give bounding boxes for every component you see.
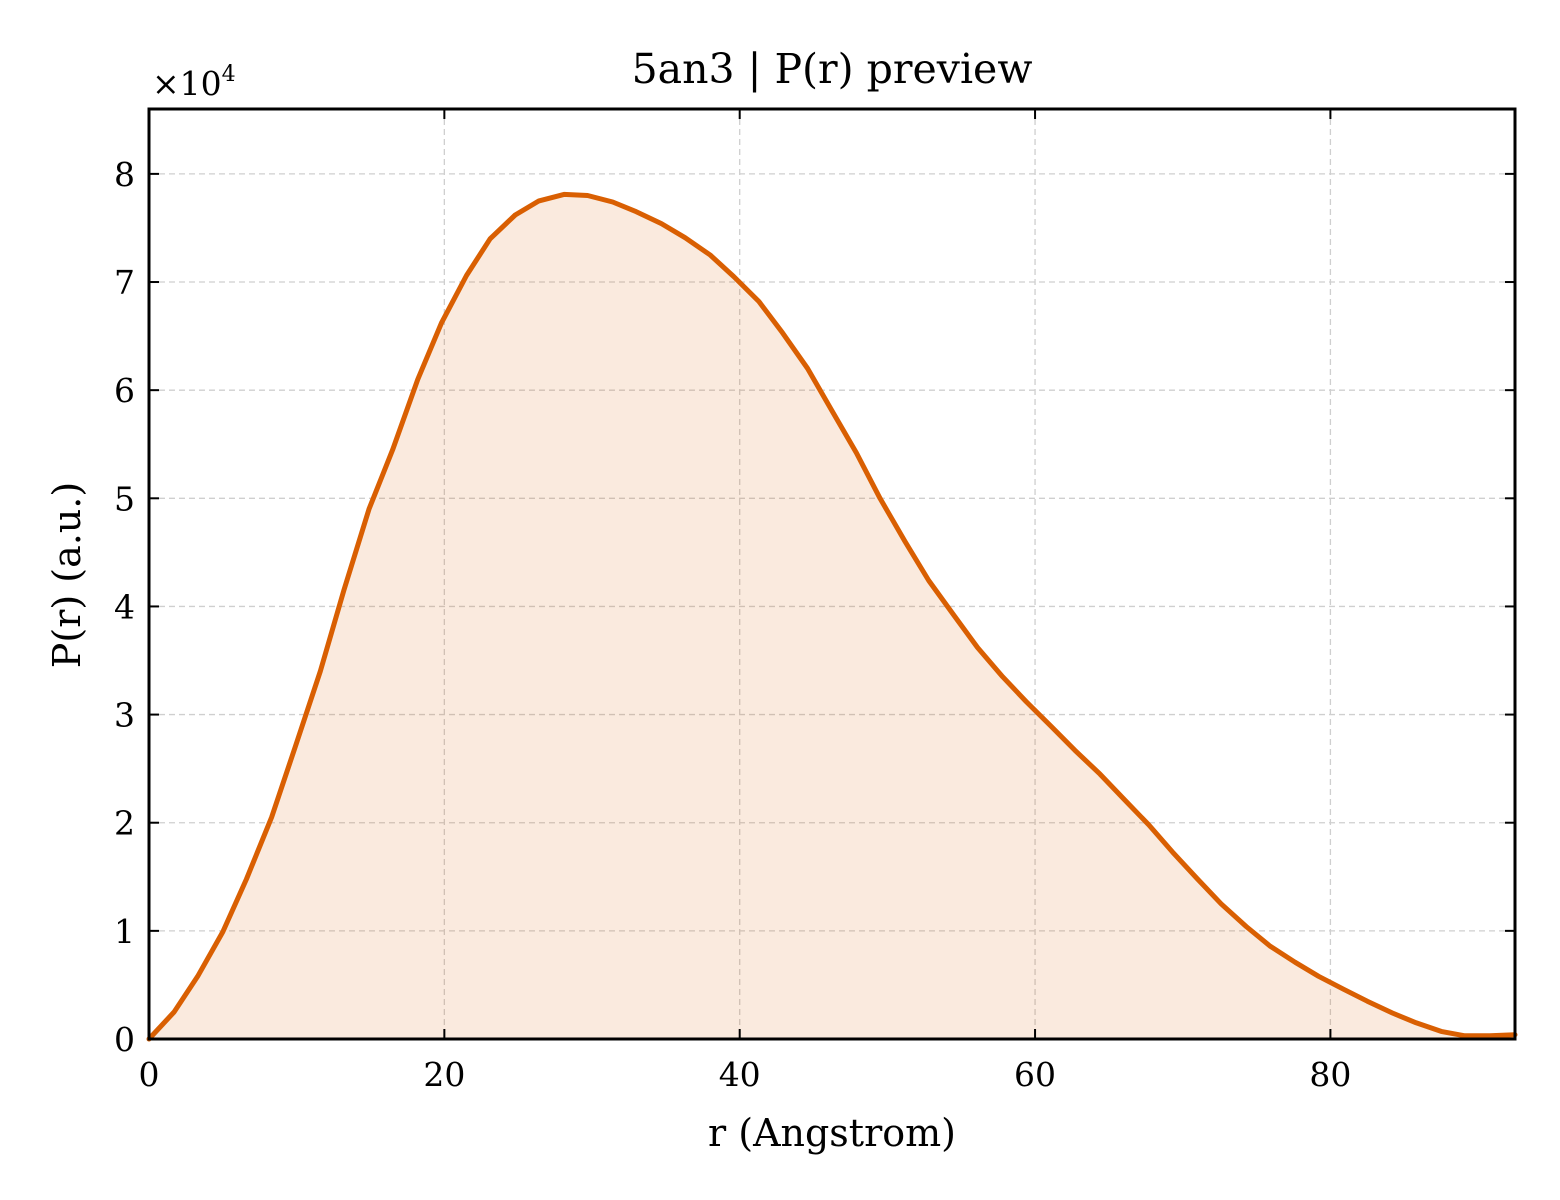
x-tick-label: 40	[719, 1055, 761, 1094]
series-line	[146, 191, 1518, 1042]
grid	[149, 109, 1515, 1039]
x-tick-label: 0	[139, 1055, 160, 1094]
x-tick-label: 20	[423, 1055, 465, 1094]
y-tick-label: 4	[114, 587, 135, 626]
y-tick-label: 2	[114, 804, 135, 843]
y-tick-label: 8	[114, 155, 135, 194]
y-tick-label: 7	[114, 263, 135, 302]
y-axis-label: P(r) (a.u.)	[45, 482, 89, 668]
axis-ticks: 0 20 40 60 80 0 1 2 3 4 5 6 7 8	[114, 109, 1515, 1094]
chart-title: 5an3 | P(r) preview	[632, 45, 1033, 93]
x-tick-label: 60	[1014, 1055, 1056, 1094]
y-tick-label: 6	[114, 371, 135, 410]
y-tick-label: 5	[114, 479, 135, 518]
x-axis-label: r (Angstrom)	[708, 1111, 956, 1155]
y-tick-label: 1	[114, 912, 135, 951]
y-axis-multiplier-base: ×10	[152, 64, 222, 103]
y-axis-multiplier-exponent: 4	[222, 62, 236, 87]
x-tick-label: 80	[1309, 1055, 1351, 1094]
y-tick-label: 3	[114, 696, 135, 735]
y-axis-multiplier: ×104	[152, 62, 236, 103]
area-fill	[149, 194, 1515, 1039]
plot-frame	[147, 107, 1517, 1041]
y-tick-label: 0	[114, 1020, 135, 1059]
